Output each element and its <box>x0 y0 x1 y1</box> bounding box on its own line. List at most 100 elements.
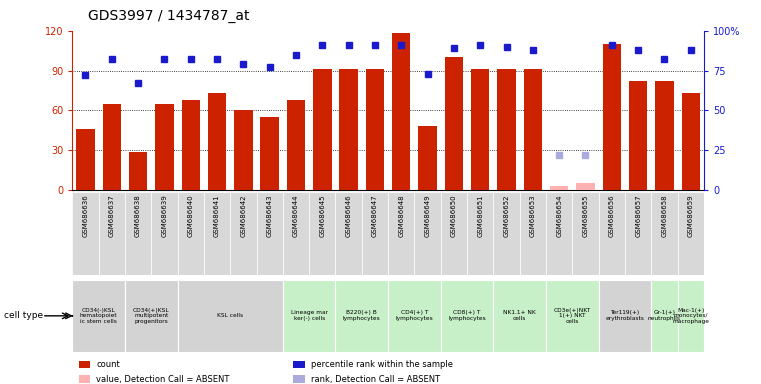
Bar <box>234 111 253 190</box>
Bar <box>361 192 388 275</box>
Bar <box>294 376 304 383</box>
Text: Gr-1(+)
neutrophils: Gr-1(+) neutrophils <box>648 310 681 321</box>
Text: CD34(+)KSL
multipotent
progenitors: CD34(+)KSL multipotent progenitors <box>133 308 170 324</box>
Text: GSM686654: GSM686654 <box>556 194 562 237</box>
Text: CD34(-)KSL
hematopoiet
ic stem cells: CD34(-)KSL hematopoiet ic stem cells <box>80 308 117 324</box>
Bar <box>546 192 572 275</box>
Bar <box>599 280 651 352</box>
Text: GSM686648: GSM686648 <box>398 194 404 237</box>
Bar <box>419 126 437 190</box>
Bar <box>546 280 599 352</box>
Bar <box>493 280 546 352</box>
Bar <box>336 280 388 352</box>
Text: KSL cells: KSL cells <box>217 313 244 318</box>
Bar <box>467 192 493 275</box>
Bar <box>388 192 415 275</box>
Text: NK1.1+ NK
cells: NK1.1+ NK cells <box>503 310 536 321</box>
Bar <box>129 152 148 190</box>
Text: value, Detection Call = ABSENT: value, Detection Call = ABSENT <box>97 375 230 384</box>
Bar <box>655 81 673 190</box>
Bar <box>599 192 625 275</box>
Bar <box>471 69 489 190</box>
Text: GSM686649: GSM686649 <box>425 194 431 237</box>
Bar <box>603 44 621 190</box>
Bar <box>208 93 226 190</box>
Bar <box>313 69 332 190</box>
Text: B220(+) B
lymphocytes: B220(+) B lymphocytes <box>343 310 380 321</box>
Text: GSM686646: GSM686646 <box>345 194 352 237</box>
Bar <box>256 192 283 275</box>
Text: Ter119(+)
erythroblasts: Ter119(+) erythroblasts <box>606 310 645 321</box>
Text: GSM686659: GSM686659 <box>688 194 694 237</box>
Bar <box>78 376 90 383</box>
Text: GSM686647: GSM686647 <box>372 194 378 237</box>
Bar <box>493 192 520 275</box>
Bar <box>155 104 174 190</box>
Text: CD3e(+)NKT
1(+) NKT
cells: CD3e(+)NKT 1(+) NKT cells <box>554 308 591 324</box>
Bar <box>550 186 568 190</box>
Bar <box>309 192 336 275</box>
Text: GDS3997 / 1434787_at: GDS3997 / 1434787_at <box>88 9 249 23</box>
Bar <box>260 117 279 190</box>
Bar <box>72 192 99 275</box>
Bar <box>177 280 283 352</box>
Bar <box>651 280 677 352</box>
Text: Lineage mar
ker(-) cells: Lineage mar ker(-) cells <box>291 310 328 321</box>
Bar <box>388 280 441 352</box>
Bar <box>441 192 467 275</box>
Bar <box>651 192 677 275</box>
Text: CD4(+) T
lymphocytes: CD4(+) T lymphocytes <box>396 310 433 321</box>
Text: Mac-1(+)
monocytes/
macrophage: Mac-1(+) monocytes/ macrophage <box>672 308 709 324</box>
Bar <box>629 81 648 190</box>
Bar <box>441 280 493 352</box>
Bar <box>78 361 90 368</box>
Bar <box>125 280 177 352</box>
Bar <box>182 100 200 190</box>
Bar <box>576 184 594 190</box>
Bar <box>572 192 599 275</box>
Text: GSM686637: GSM686637 <box>109 194 115 237</box>
Bar <box>682 93 700 190</box>
Text: GSM686640: GSM686640 <box>188 194 194 237</box>
Bar <box>283 280 336 352</box>
Text: GSM686658: GSM686658 <box>661 194 667 237</box>
Bar <box>498 69 516 190</box>
Bar <box>151 192 177 275</box>
Text: GSM686638: GSM686638 <box>135 194 141 237</box>
Text: GSM686641: GSM686641 <box>214 194 220 237</box>
Text: GSM686652: GSM686652 <box>504 194 510 237</box>
Bar <box>524 69 542 190</box>
Text: cell type: cell type <box>4 311 43 320</box>
Bar <box>294 361 304 368</box>
Bar <box>72 280 125 352</box>
Bar <box>366 69 384 190</box>
Text: GSM686644: GSM686644 <box>293 194 299 237</box>
Text: GSM686656: GSM686656 <box>609 194 615 237</box>
Text: GSM686651: GSM686651 <box>477 194 483 237</box>
Text: GSM686642: GSM686642 <box>240 194 247 237</box>
Text: GSM686655: GSM686655 <box>582 194 588 237</box>
Text: GSM686653: GSM686653 <box>530 194 536 237</box>
Bar <box>415 192 441 275</box>
Text: GSM686650: GSM686650 <box>451 194 457 237</box>
Bar <box>177 192 204 275</box>
Text: GSM686645: GSM686645 <box>320 194 325 237</box>
Text: GSM686636: GSM686636 <box>82 194 88 237</box>
Text: GSM686639: GSM686639 <box>161 194 167 237</box>
Bar <box>99 192 125 275</box>
Bar <box>677 280 704 352</box>
Bar <box>520 192 546 275</box>
Bar <box>287 100 305 190</box>
Text: percentile rank within the sample: percentile rank within the sample <box>311 360 453 369</box>
Bar <box>625 192 651 275</box>
Bar <box>339 69 358 190</box>
Bar <box>231 192 256 275</box>
Text: GSM686657: GSM686657 <box>635 194 641 237</box>
Text: GSM686643: GSM686643 <box>266 194 272 237</box>
Bar <box>283 192 309 275</box>
Bar <box>76 129 94 190</box>
Text: CD8(+) T
lymphocytes: CD8(+) T lymphocytes <box>448 310 486 321</box>
Bar <box>336 192 361 275</box>
Bar <box>204 192 231 275</box>
Bar <box>677 192 704 275</box>
